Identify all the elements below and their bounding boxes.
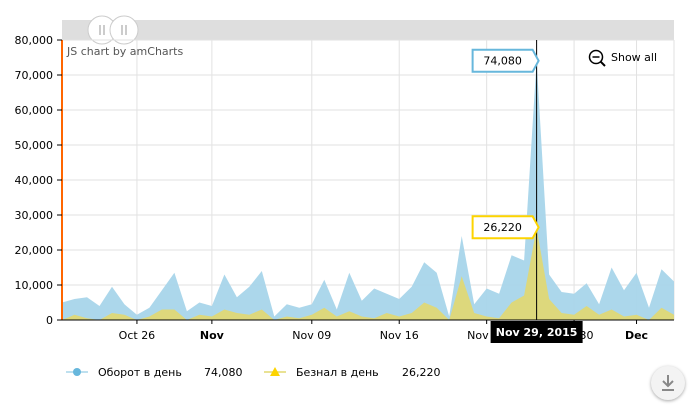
chart-cursor: Nov 29, 2015 <box>490 40 583 343</box>
cursor-date-label: Nov 29, 2015 <box>496 326 578 339</box>
y-tick-label: 20,000 <box>15 244 54 257</box>
y-tick-label: 50,000 <box>15 139 54 152</box>
chart-scrollbar[interactable] <box>62 15 674 45</box>
legend-label-2[interactable]: Безнал в день <box>296 366 379 379</box>
y-tick-label: 30,000 <box>15 209 54 222</box>
y-tick-label: 60,000 <box>15 104 54 117</box>
x-tick-label: Nov 09 <box>292 329 331 342</box>
legend-label-1[interactable]: Оборот в день <box>98 366 182 379</box>
x-tick-label: Nov <box>200 329 225 342</box>
y-tick-label: 0 <box>46 314 53 327</box>
balloon-value-2: 26,220 <box>483 221 522 234</box>
zoom-out-icon <box>588 49 606 67</box>
y-tick-label: 70,000 <box>15 69 54 82</box>
x-tick-label: Dec <box>625 329 648 342</box>
grid <box>62 39 675 321</box>
value-balloons: 74,080 26,220 <box>471 48 540 240</box>
legend-marker-triangle <box>270 367 280 376</box>
x-tick-label: Oct 26 <box>119 329 156 342</box>
plot-area <box>62 60 674 320</box>
x-tick-label: Nov 16 <box>380 329 419 342</box>
scrollbar-track[interactable] <box>62 20 674 40</box>
cursor-date-box <box>490 321 583 343</box>
balloon-2 <box>471 215 540 240</box>
balloon-value-1: 74,080 <box>483 55 522 68</box>
balloon-1 <box>471 48 540 73</box>
series-area-1 <box>62 60 674 320</box>
y-tick-label: 80,000 <box>15 34 54 47</box>
legend[interactable]: Оборот в день 74,080 Безнал в день 26,220 <box>66 366 441 379</box>
chart-credit[interactable]: JS chart by amCharts <box>66 45 183 58</box>
show-all-button[interactable]: Show all <box>588 49 658 67</box>
download-icon <box>662 375 674 391</box>
y-tick-label: 10,000 <box>15 279 54 292</box>
legend-marker-circle <box>73 368 81 376</box>
download-button[interactable] <box>651 366 685 400</box>
legend-value-1: 74,080 <box>204 366 243 379</box>
scrollbar-right-grip[interactable] <box>109 15 139 45</box>
y-tick-label: 40,000 <box>15 174 54 187</box>
scrollbar-left-grip[interactable] <box>87 15 117 45</box>
legend-value-2: 26,220 <box>402 366 441 379</box>
show-all-label: Show all <box>611 51 657 64</box>
series-area-2 <box>62 228 674 320</box>
